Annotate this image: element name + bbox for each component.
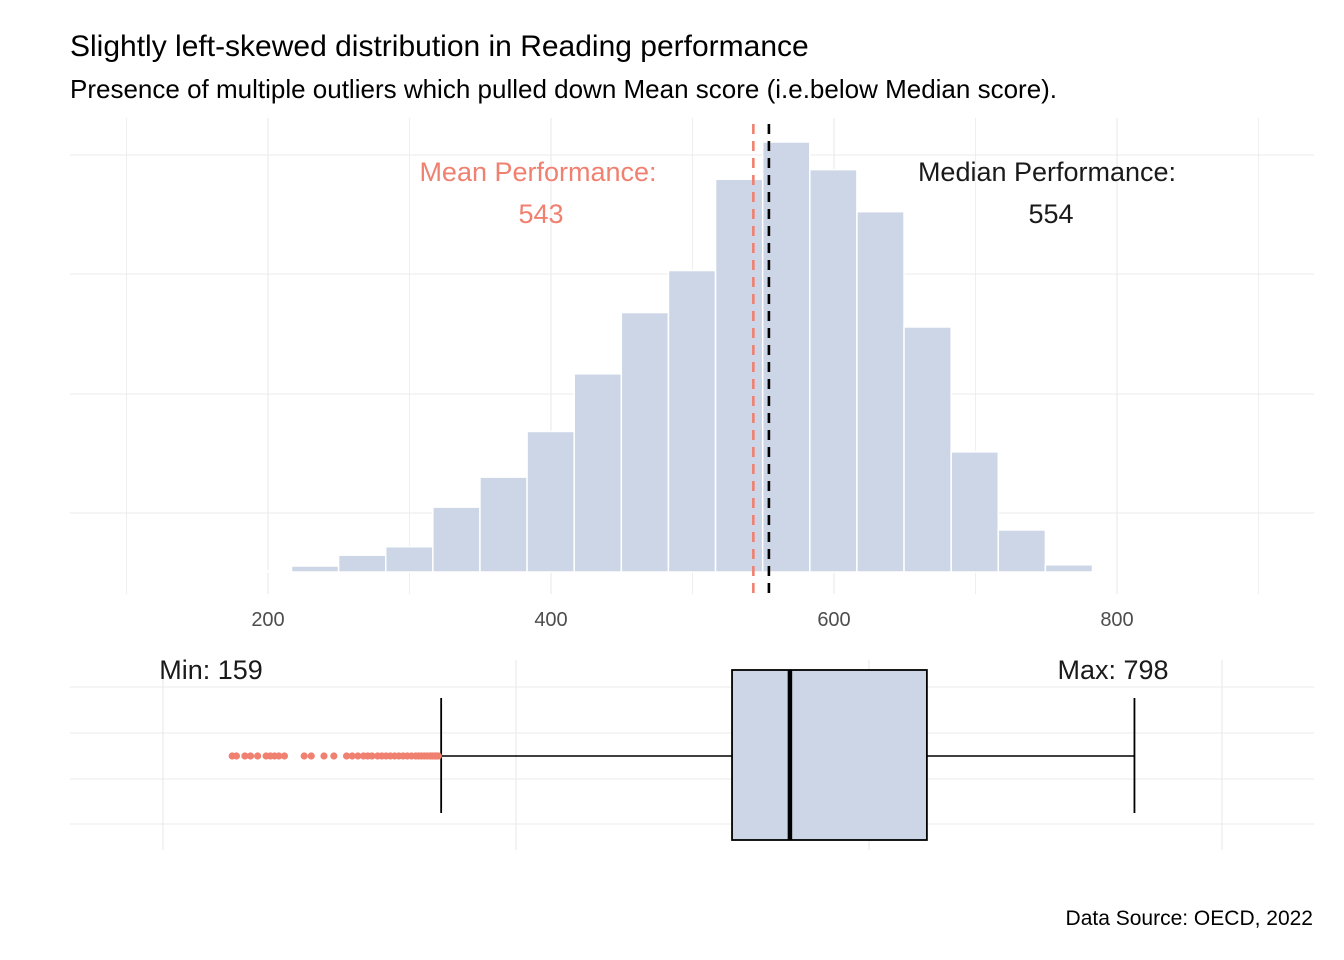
outlier-point xyxy=(330,752,338,760)
x-tick-label: 800 xyxy=(1100,609,1133,631)
x-tick-label: 400 xyxy=(534,609,567,631)
outlier-point xyxy=(434,752,442,760)
histogram-bar xyxy=(997,529,1047,573)
histogram-bar xyxy=(196,570,246,573)
outlier-point xyxy=(254,752,262,760)
mean-value: 543 xyxy=(518,199,563,229)
histogram-bars xyxy=(196,141,1094,573)
chart-subtitle: Presence of multiple outliers which pull… xyxy=(70,74,1057,104)
histogram-bar xyxy=(809,168,858,573)
outlier-point xyxy=(307,752,315,760)
histogram-bar xyxy=(714,178,764,573)
histogram-bar xyxy=(526,430,575,573)
interquartile-box xyxy=(731,669,928,841)
histogram-bar xyxy=(479,476,528,573)
median-value: 554 xyxy=(1028,199,1073,229)
outlier-point xyxy=(348,752,356,760)
histogram-bar xyxy=(290,565,340,573)
histogram-bar xyxy=(903,326,952,573)
median-label: Median Performance: xyxy=(918,157,1176,187)
histogram-bar xyxy=(667,269,717,573)
histogram-bar xyxy=(384,546,434,573)
histogram-bar xyxy=(243,570,293,573)
x-axis-ticks: 200 400 600 800 xyxy=(251,609,1133,631)
outlier-point xyxy=(280,752,289,760)
histogram-bar xyxy=(620,311,670,573)
x-tick-label: 600 xyxy=(817,609,850,631)
histogram-bar xyxy=(432,506,481,573)
outlier-point xyxy=(342,752,351,760)
max-label: Max: 798 xyxy=(1057,655,1168,685)
outlier-point xyxy=(354,752,362,760)
outlier-point xyxy=(320,752,328,760)
mean-label: Mean Performance: xyxy=(419,157,656,187)
histogram-bar xyxy=(1044,564,1094,573)
outlier-point xyxy=(241,752,249,760)
outlier-point xyxy=(232,752,241,760)
reference-lines xyxy=(752,124,771,594)
outlier-point xyxy=(246,752,255,760)
data-source-caption: Data Source: OECD, 2022 xyxy=(1066,907,1313,930)
histogram-bar xyxy=(950,451,1000,573)
histogram-bar xyxy=(856,210,905,573)
min-label: Min: 159 xyxy=(159,655,263,685)
outlier-point xyxy=(300,752,308,760)
chart-title: Slightly left-skewed distribution in Rea… xyxy=(70,30,809,63)
boxplot xyxy=(228,669,1136,841)
histogram-bar xyxy=(337,554,387,573)
boxplot-gridlines xyxy=(70,660,1314,850)
x-tick-label: 200 xyxy=(251,609,284,631)
outlier-point xyxy=(275,752,283,760)
histogram-bar xyxy=(573,373,623,573)
outlier-point xyxy=(368,752,376,760)
